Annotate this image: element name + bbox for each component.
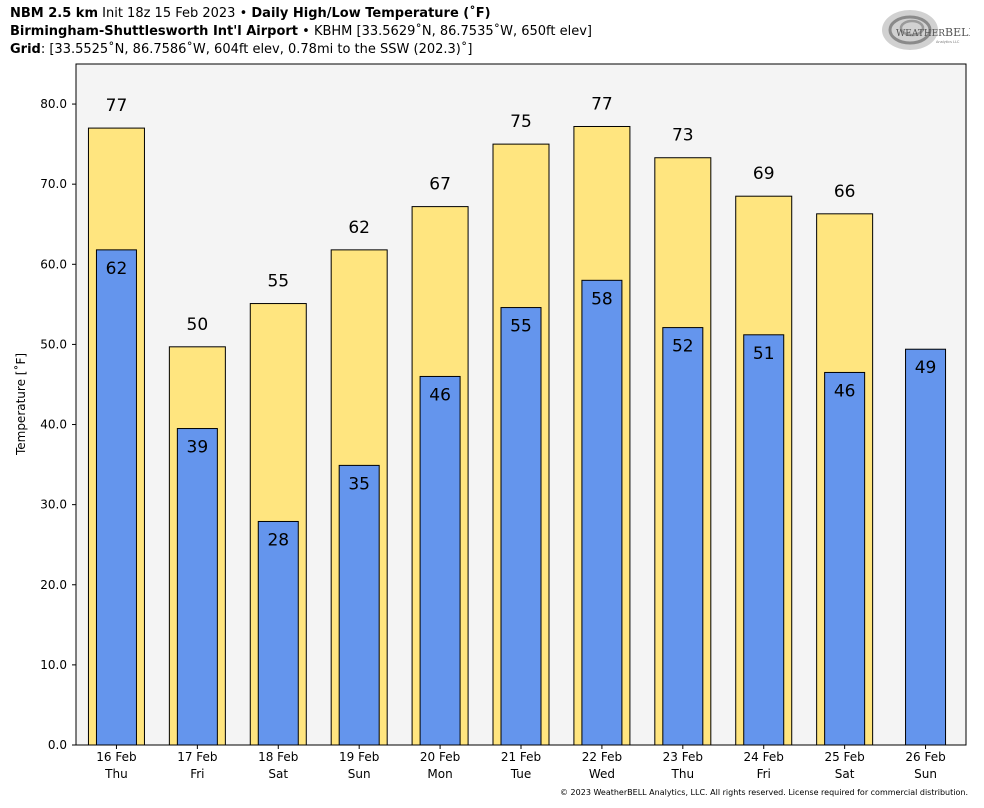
y-tick-label: 0.0: [48, 738, 67, 752]
x-tick-day: Fri: [757, 767, 771, 781]
low-temp-bar: [581, 279, 623, 746]
y-tick-label: 30.0: [40, 498, 67, 512]
y-tick-label: 80.0: [40, 97, 67, 111]
high-temp-label: 75: [510, 112, 532, 132]
high-temp-label: 62: [348, 218, 370, 238]
low-temp-label: 58: [591, 289, 613, 309]
x-tick-day: Sun: [348, 767, 371, 781]
init-time: Init 18z 15 Feb 2023 •: [98, 6, 252, 21]
low-temp-label: 46: [834, 381, 856, 401]
x-tick-day: Thu: [671, 767, 695, 781]
low-temp-label: 62: [106, 259, 128, 279]
x-tick-day: Tue: [510, 767, 532, 781]
y-tick-label: 10.0: [40, 658, 67, 672]
low-temp-bar: [662, 327, 704, 746]
model-name: NBM 2.5 km: [10, 6, 98, 21]
x-tick-date: 21 Feb: [501, 750, 541, 764]
low-temp-bar: [824, 371, 866, 746]
x-tick-date: 23 Feb: [663, 750, 703, 764]
high-temp-label: 69: [753, 164, 775, 184]
station-line: Birmingham-Shuttlesworth Int'l Airport •…: [10, 24, 592, 39]
low-temp-bar: [500, 307, 542, 746]
y-tick-label: 40.0: [40, 418, 67, 432]
low-temp-bar: [95, 249, 137, 746]
y-tick-label: 20.0: [40, 578, 67, 592]
y-tick-label: 70.0: [40, 177, 67, 191]
low-temp-label: 52: [672, 337, 694, 357]
x-tick-date: 24 Feb: [744, 750, 784, 764]
grid-line: Grid: [33.5525˚N, 86.7586˚W, 604ft elev,…: [10, 42, 472, 57]
chart-title: NBM 2.5 km Init 18z 15 Feb 2023 • Daily …: [10, 6, 491, 21]
high-temp-label: 77: [106, 96, 128, 116]
copyright-footer: © 2023 WeatherBELL Analytics, LLC. All r…: [560, 788, 968, 797]
logo-subtext: Analytics LLC: [936, 40, 960, 44]
x-tick-date: 18 Feb: [258, 750, 298, 764]
x-tick-date: 16 Feb: [96, 750, 136, 764]
x-tick-date: 20 Feb: [420, 750, 460, 764]
low-temp-label: 35: [348, 474, 370, 494]
x-tick-date: 26 Feb: [905, 750, 945, 764]
low-temp-bar: [257, 520, 299, 746]
x-tick-date: 17 Feb: [177, 750, 217, 764]
low-temp-label: 46: [429, 385, 451, 405]
x-tick-day: Fri: [190, 767, 204, 781]
x-tick-date: 25 Feb: [824, 750, 864, 764]
low-temp-label: 39: [187, 438, 209, 458]
x-tick-date: 19 Feb: [339, 750, 379, 764]
weatherbell-logo: WEATHERBELL Analytics LLC: [882, 10, 970, 50]
grid-info: : [33.5525˚N, 86.7586˚W, 604ft elev, 0.7…: [40, 42, 473, 57]
x-tick-day: Sun: [914, 767, 937, 781]
x-axis: 16 Feb Thu 17 Feb Fri 18 Feb Sat 19 Feb Sun 20 F…: [96, 745, 946, 781]
product-name: Daily High/Low Temperature (˚F): [251, 6, 491, 21]
low-temp-label: 51: [753, 344, 775, 364]
value-labels: 77 62 50 39 55 28 62 35 67 46 75 55 77 58 73 52 69 51 66 46…: [106, 94, 937, 550]
y-tick-label: 60.0: [40, 257, 67, 271]
high-temp-label: 66: [834, 182, 856, 202]
low-temp-label: 55: [510, 317, 532, 337]
grid-label: Grid: [10, 42, 41, 57]
x-tick-day: Sat: [268, 767, 288, 781]
low-temp-bar: [176, 428, 218, 746]
station-name: Birmingham-Shuttlesworth Int'l Airport: [10, 24, 299, 39]
x-tick-day: Thu: [104, 767, 128, 781]
svg-text:WEATHERBELL: WEATHERBELL: [896, 26, 970, 39]
high-temp-label: 67: [429, 175, 451, 195]
low-temp-bar: [905, 348, 947, 746]
high-temp-label: 50: [187, 315, 209, 335]
y-tick-label: 50.0: [40, 337, 67, 351]
low-temp-label: 49: [915, 358, 937, 378]
high-temp-label: 77: [591, 94, 613, 114]
high-temp-label: 73: [672, 126, 694, 146]
low-temp-bar: [743, 334, 785, 746]
x-tick-date: 22 Feb: [582, 750, 622, 764]
low-temp-label: 28: [267, 530, 289, 550]
x-tick-day: Wed: [589, 767, 615, 781]
low-temp-bar: [419, 375, 461, 746]
y-axis: 0.0 10.0 20.0 30.0 40.0 50.0 60.0 70.0 80.0: [40, 97, 76, 752]
y-axis-label: Temperature [˚F]: [13, 353, 28, 456]
plot-frame: [75, 63, 967, 746]
low-temp-bar: [338, 464, 380, 746]
high-temp-label: 55: [267, 272, 289, 292]
logo-text-a: WEATHER: [896, 29, 945, 39]
x-tick-day: Mon: [427, 767, 452, 781]
logo-text-b: BELL: [945, 26, 970, 39]
station-info: • KBHM [33.5629˚N, 86.7535˚W, 650ft elev…: [298, 24, 592, 39]
bars-layer: [87, 125, 947, 746]
x-tick-day: Sat: [835, 767, 855, 781]
